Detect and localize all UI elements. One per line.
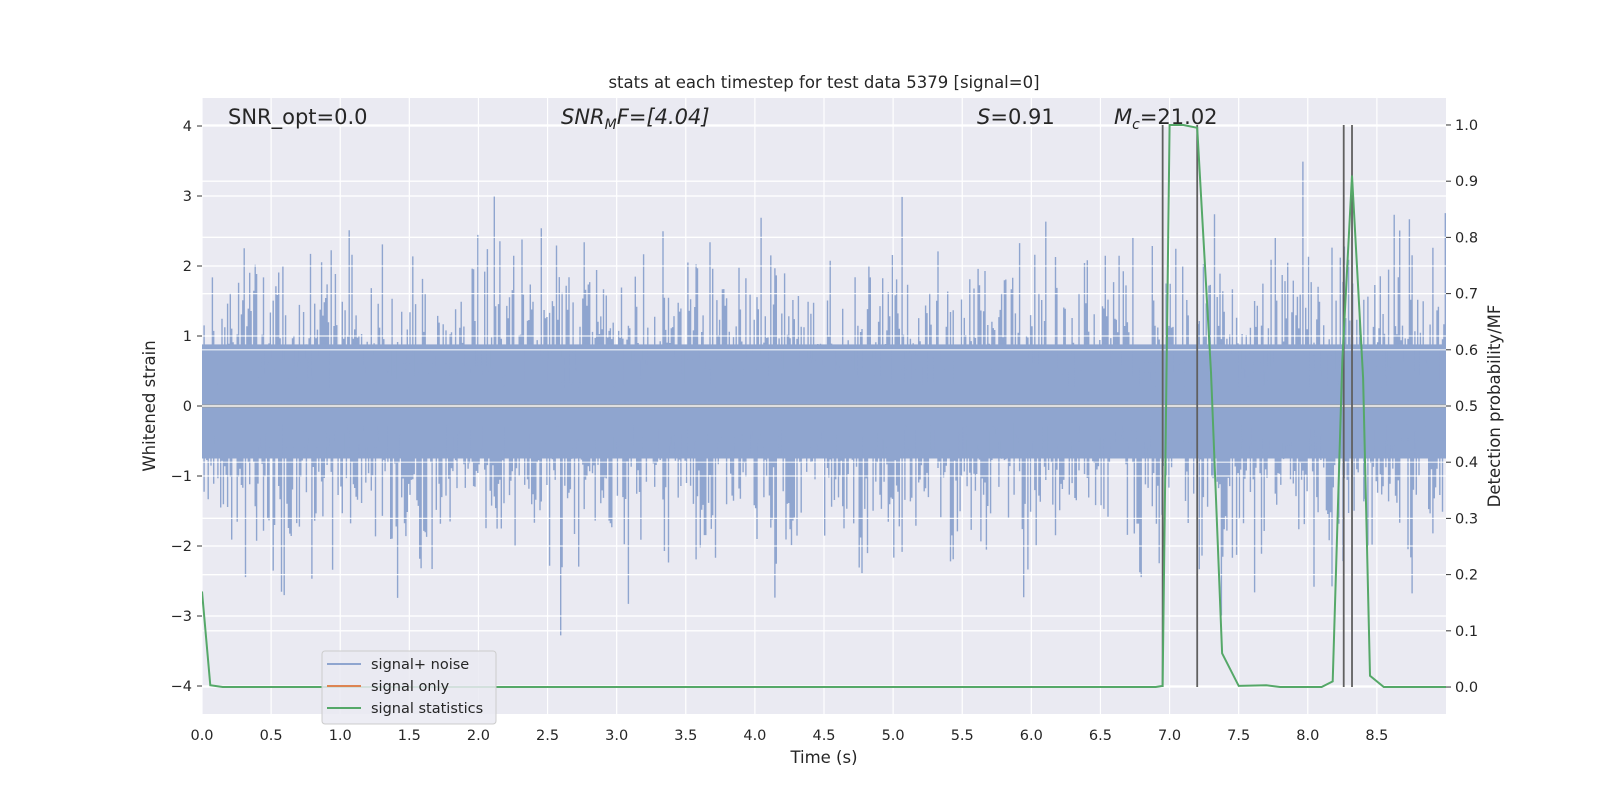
annotation-snr-mf: SNRMF=[4.04] <box>561 105 710 133</box>
annotation-snr-opt: SNR_opt=0.0 <box>228 105 368 130</box>
legend-label-signal: signal only <box>371 679 450 695</box>
y-axis-title-left: Whitened strain <box>140 340 159 471</box>
signal-noise-line <box>202 161 1446 636</box>
annotation-mc: Mc=21.02 <box>1114 105 1218 133</box>
signal-noise-layer <box>202 161 1446 636</box>
x-tick-label: 0.0 <box>190 728 213 744</box>
legend-label-noise: signal+ noise <box>371 657 469 673</box>
legend-box <box>321 650 497 725</box>
y-tick-label-right: 0.2 <box>1455 568 1478 584</box>
x-tick-label: 3.0 <box>605 728 628 744</box>
x-tick-label: 3.5 <box>674 728 697 744</box>
y-tick-label-right: 0.8 <box>1455 230 1478 246</box>
y-tick-label-left: 2 <box>183 259 192 275</box>
y-tick-label-right: 0.6 <box>1455 343 1478 359</box>
y-tick-label-right: 0.9 <box>1455 174 1478 190</box>
y-tick-label-left: −4 <box>171 679 192 695</box>
y-tick-label-right: 0.0 <box>1455 680 1478 696</box>
x-axis-ticks: 0.0 0.5 1.0 1.5 2.0 2.5 3.0 3.5 4.0 4.5 5.0 5.5 6.0 6… <box>190 728 1388 744</box>
x-tick-label: 2.0 <box>467 728 490 744</box>
y-tick-label-left: −1 <box>171 469 192 485</box>
x-tick-label: 2.5 <box>536 728 559 744</box>
chart-title: stats at each timestep for test data 537… <box>608 73 1039 92</box>
y-axis-title-right: Detection probability/MF <box>1485 305 1504 508</box>
x-tick-label: 7.5 <box>1227 728 1250 744</box>
y-tick-label-right: 0.5 <box>1455 399 1478 415</box>
x-tick-label: 7.0 <box>1158 728 1181 744</box>
x-tick-label: 1.0 <box>329 728 352 744</box>
left-axis-ticks: 4 3 2 1 0 −1 −2 −3 −4 <box>171 119 202 695</box>
y-tick-label-left: 3 <box>183 189 192 205</box>
threshold-markers <box>1161 124 1353 688</box>
x-tick-label: 5.0 <box>882 728 905 744</box>
y-tick-label-right: 0.4 <box>1455 455 1478 471</box>
y-tick-label-left: 4 <box>183 119 192 135</box>
y-tick-label-right: 1.0 <box>1455 118 1478 134</box>
right-axis-ticks: 1.0 0.9 0.8 0.7 0.6 0.5 0.4 0.3 0.2 0.1 0.0 <box>1446 118 1478 696</box>
y-tick-label-left: −3 <box>171 609 192 625</box>
y-tick-label-left: 0 <box>183 399 192 415</box>
x-tick-label: 4.0 <box>743 728 766 744</box>
x-tick-label: 8.0 <box>1296 728 1319 744</box>
x-tick-label: 4.5 <box>812 728 835 744</box>
x-tick-label: 8.5 <box>1365 728 1388 744</box>
legend-label-stats: signal statistics <box>371 701 483 717</box>
x-axis-title: Time (s) <box>789 748 857 767</box>
y-tick-label-left: 1 <box>183 329 192 345</box>
x-tick-label: 6.5 <box>1089 728 1112 744</box>
y-tick-label-right: 0.7 <box>1455 287 1478 303</box>
x-tick-label: 0.5 <box>260 728 283 744</box>
x-tick-label: 1.5 <box>398 728 421 744</box>
y-tick-label-right: 0.1 <box>1455 624 1478 640</box>
x-tick-label: 6.0 <box>1020 728 1043 744</box>
y-tick-label-left: −2 <box>171 539 192 555</box>
x-tick-label: 5.5 <box>951 728 974 744</box>
y-tick-label-right: 0.3 <box>1455 511 1478 527</box>
annotation-s: S=0.91 <box>977 105 1055 129</box>
legend: signal+ noise signal only signal statist… <box>321 650 497 725</box>
